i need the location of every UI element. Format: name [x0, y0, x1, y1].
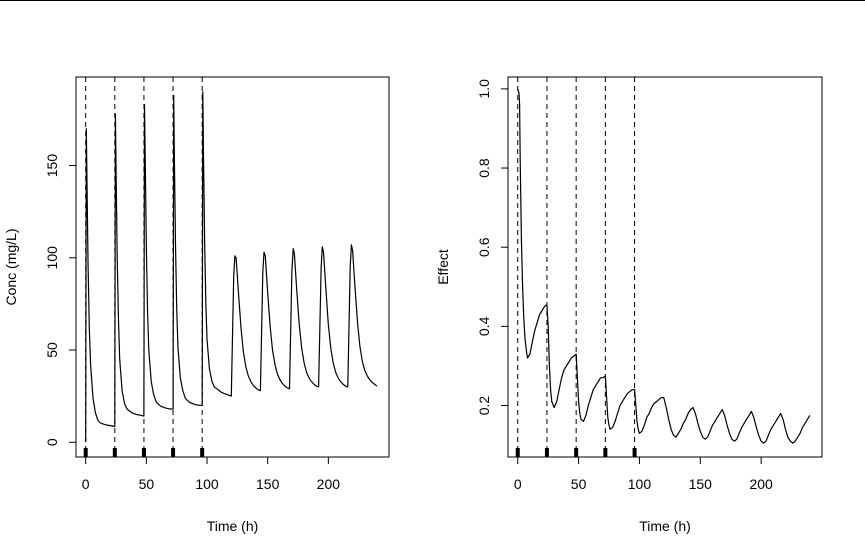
y-axis: 0 50 100 150 Conc (mg/L)	[3, 154, 77, 446]
x-axis-label: Time (h)	[639, 518, 691, 534]
x-tick-label: 50	[571, 476, 587, 492]
dose-marker	[141, 448, 146, 457]
y-tick-label: 0.8	[476, 158, 492, 178]
plot-frame	[75, 76, 390, 458]
y-tick-label: 50	[44, 342, 60, 358]
x-axis: 0 50 100 150 200 Time (h)	[514, 456, 773, 534]
x-tick-label: 150	[689, 476, 713, 492]
series-line	[517, 88, 811, 444]
chart-panel-conc: 0 50 100 150 200 Time (h) 0 50 100 150 Conc (mg/L)	[3, 76, 390, 534]
dose-marker	[171, 448, 176, 457]
x-tick-label: 150	[256, 476, 280, 492]
y-axis: 0.2 0.4 0.6 0.8 1.0 Effect	[435, 79, 509, 416]
dose-marker	[83, 448, 88, 457]
x-tick-label: 100	[628, 476, 652, 492]
dose-marker	[515, 448, 520, 457]
top-border-line	[0, 0, 865, 1]
x-tick-label: 100	[195, 476, 219, 492]
y-tick-label: 1.0	[476, 79, 492, 99]
plot-frame	[507, 76, 823, 458]
dose-marker	[603, 448, 608, 457]
dose-marker	[632, 448, 637, 457]
y-tick-label: 0.2	[476, 396, 492, 416]
x-tick-label: 0	[514, 476, 522, 492]
y-tick-label: 100	[44, 246, 60, 270]
y-axis-label: Conc (mg/L)	[3, 228, 19, 305]
y-tick-label: 0.6	[476, 237, 492, 257]
chart-panel-effect: 0 50 100 150 200 Time (h) 0.2 0.4 0.6 0.8 1.0 Effec…	[435, 76, 823, 534]
dose-marker	[112, 448, 117, 457]
y-tick-label: 0.4	[476, 316, 492, 336]
y-tick-label: 150	[44, 154, 60, 178]
x-axis-label: Time (h)	[207, 518, 259, 534]
series-line	[85, 91, 378, 443]
dose-marker	[200, 448, 205, 457]
x-axis: 0 50 100 150 200 Time (h)	[82, 456, 341, 534]
y-axis-label: Effect	[435, 249, 451, 285]
x-tick-label: 200	[317, 476, 341, 492]
y-tick-label: 0	[44, 438, 60, 446]
x-tick-label: 200	[749, 476, 773, 492]
x-tick-label: 50	[139, 476, 155, 492]
x-tick-label: 0	[82, 476, 90, 492]
dose-marker	[574, 448, 579, 457]
dose-marker	[544, 448, 549, 457]
